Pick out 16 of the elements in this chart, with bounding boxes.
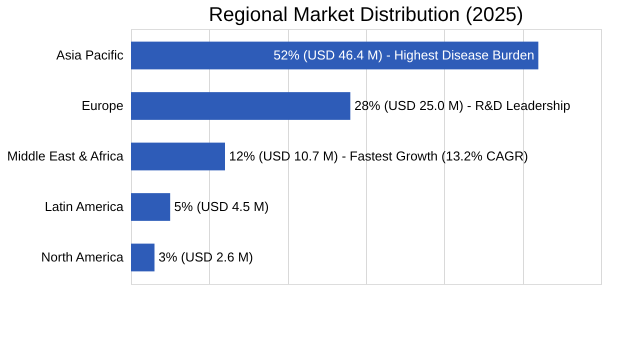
bar [131, 42, 538, 70]
y-tick-label: Europe [82, 98, 124, 114]
data-label: 3% (USD 2.6 M) [158, 249, 254, 264]
data-label: 52% (USD 46.4 M) - Highest Disease Burden [273, 48, 534, 63]
y-tick-label: Asia Pacific [56, 48, 124, 63]
bar [131, 142, 225, 170]
y-tick-label: Middle East & Africa [7, 148, 124, 164]
bar [131, 92, 350, 120]
data-label: 28% (USD 25.0 M) - R&D Leadership [354, 98, 570, 114]
y-tick-label: North America [41, 249, 124, 264]
bar [131, 244, 154, 272]
bar [131, 193, 170, 221]
data-label: 12% (USD 10.7 M) - Fastest Growth (13.2% CAGR) [229, 148, 528, 164]
y-tick-label: Latin America [44, 198, 124, 214]
chart-title: Regional Market Distribution (2025) [208, 4, 524, 26]
data-label: 5% (USD 4.5 M) [174, 198, 269, 214]
